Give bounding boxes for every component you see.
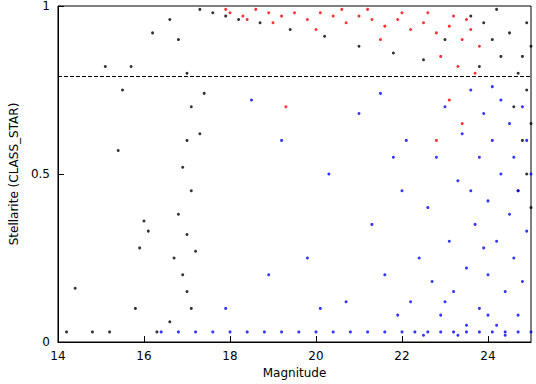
svg-text:14: 14	[50, 349, 65, 363]
svg-text:24: 24	[480, 349, 495, 363]
svg-text:Stellarite (CLASS_STAR): Stellarite (CLASS_STAR)	[7, 103, 21, 246]
svg-text:18: 18	[222, 349, 237, 363]
svg-text:20: 20	[308, 349, 323, 363]
svg-text:16: 16	[136, 349, 151, 363]
svg-text:0.5: 0.5	[31, 167, 50, 181]
svg-text:22: 22	[394, 349, 409, 363]
svg-text:Magnitude: Magnitude	[263, 366, 327, 380]
svg-text:0: 0	[42, 335, 50, 349]
svg-text:1: 1	[42, 0, 50, 13]
